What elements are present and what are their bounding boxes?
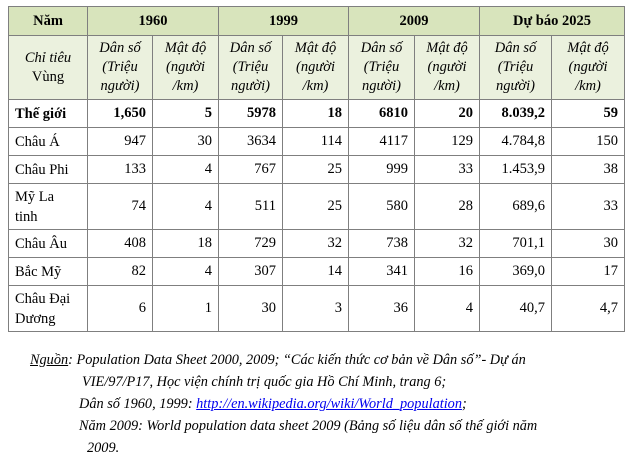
region-name: Bắc Mỹ (8, 257, 88, 286)
year-2009-header: 2009 (348, 6, 480, 36)
density-value: 25 (282, 183, 349, 230)
year-header-row: Năm 1960 1999 2009 Dự báo 2025 (8, 6, 625, 36)
population-value: 738 (348, 229, 415, 258)
region-name: Châu Đại Dương (8, 285, 88, 332)
density-value: 30 (152, 127, 219, 156)
table-row: Châu Á 947 30 3634 114 4117 129 4.784,8 150 (8, 127, 625, 156)
region-name: Thế giới (8, 99, 88, 128)
population-value: 511 (218, 183, 283, 230)
density-value: 28 (414, 183, 480, 230)
density-value: 114 (282, 127, 349, 156)
density-value: 25 (282, 155, 349, 184)
density-value: 33 (551, 183, 625, 230)
population-value: 4.784,8 (479, 127, 552, 156)
source-line-4: Năm 2009: World population data sheet 20… (79, 418, 538, 434)
population-value: 5978 (218, 99, 283, 128)
density-value: 33 (414, 155, 480, 184)
region-name: Châu Phi (8, 155, 88, 184)
population-value: 307 (218, 257, 283, 286)
region-label: Vùng (31, 68, 65, 85)
population-subheader: Dân số (Triệu người) (218, 35, 283, 100)
density-value: 4,7 (551, 285, 625, 332)
source-line-1: Nguồn: Population Data Sheet 2000, 2009;… (30, 352, 526, 368)
table-row: Châu Phi 133 4 767 25 999 33 1.453,9 38 (8, 155, 625, 184)
population-value: 999 (348, 155, 415, 184)
population-subheader: Dân số (Triệu người) (87, 35, 153, 100)
population-table: Năm 1960 1999 2009 Dự báo 2025 Chỉ tiêu … (8, 6, 625, 332)
density-value: 32 (414, 229, 480, 258)
population-value: 74 (87, 183, 153, 230)
population-value: 133 (87, 155, 153, 184)
population-value: 4117 (348, 127, 415, 156)
density-value: 18 (152, 229, 219, 258)
year-column-label: Năm (8, 6, 88, 36)
table-row: Châu Đại Dương 6 1 30 3 36 4 40,7 4,7 (8, 285, 625, 332)
density-subheader: Mật độ (người/km) (551, 35, 625, 100)
indicator-region-label: Chỉ tiêu Vùng (8, 35, 88, 100)
population-value: 580 (348, 183, 415, 230)
density-value: 4 (414, 285, 480, 332)
table-body: Thế giới 1,650 5 5978 18 6810 20 8.039,2 59 Châu … (8, 99, 625, 332)
density-value: 32 (282, 229, 349, 258)
density-value: 18 (282, 99, 349, 128)
density-value: 3 (282, 285, 349, 332)
density-value: 5 (152, 99, 219, 128)
density-value: 30 (551, 229, 625, 258)
density-value: 4 (152, 155, 219, 184)
density-value: 16 (414, 257, 480, 286)
table-row: Bắc Mỹ 82 4 307 14 341 16 369,0 17 (8, 257, 625, 286)
density-value: 14 (282, 257, 349, 286)
density-subheader: Mật độ (người/km) (282, 35, 349, 100)
table-row: Thế giới 1,650 5 5978 18 6810 20 8.039,2 59 (8, 99, 625, 128)
indicator-header-row: Chỉ tiêu Vùng Dân số (Triệu người) Mật độ (n… (8, 35, 625, 100)
region-name: Mỹ La tinh (8, 183, 88, 230)
population-subheader: Dân số (Triệu người) (348, 35, 415, 100)
population-value: 369,0 (479, 257, 552, 286)
density-value: 4 (152, 257, 219, 286)
density-subheader: Mật độ (người/km) (414, 35, 480, 100)
population-value: 1.453,9 (479, 155, 552, 184)
population-value: 689,6 (479, 183, 552, 230)
density-value: 4 (152, 183, 219, 230)
indicator-label: Chỉ tiêu (24, 49, 72, 66)
population-value: 6810 (348, 99, 415, 128)
density-value: 1 (152, 285, 219, 332)
year-2025-forecast-header: Dự báo 2025 (479, 6, 625, 36)
density-value: 150 (551, 127, 625, 156)
population-value: 408 (87, 229, 153, 258)
table-row: Châu Âu 408 18 729 32 738 32 701,1 30 (8, 229, 625, 258)
source-line-5: 2009. (87, 440, 120, 456)
density-value: 129 (414, 127, 480, 156)
population-value: 947 (87, 127, 153, 156)
region-name: Châu Á (8, 127, 88, 156)
population-value: 6 (87, 285, 153, 332)
density-value: 38 (551, 155, 625, 184)
population-value: 30 (218, 285, 283, 332)
density-value: 59 (551, 99, 625, 128)
source-note: Nguồn: Population Data Sheet 2000, 2009;… (30, 349, 630, 459)
population-value: 767 (218, 155, 283, 184)
density-subheader: Mật độ (người/km) (152, 35, 219, 100)
population-value: 40,7 (479, 285, 552, 332)
density-value: 17 (551, 257, 625, 286)
population-value: 1,650 (87, 99, 153, 128)
population-value: 82 (87, 257, 153, 286)
year-1960-header: 1960 (87, 6, 219, 36)
region-name: Châu Âu (8, 229, 88, 258)
population-value: 8.039,2 (479, 99, 552, 128)
source-line-3: Dân số 1960, 1999: http://en.wikipedia.o… (79, 396, 467, 412)
population-value: 701,1 (479, 229, 552, 258)
table-row: Mỹ La tinh 74 4 511 25 580 28 689,6 33 (8, 183, 625, 230)
wikipedia-link[interactable]: http://en.wikipedia.org/wiki/World_popul… (196, 396, 462, 412)
population-value: 729 (218, 229, 283, 258)
year-1999-header: 1999 (218, 6, 349, 36)
population-value: 3634 (218, 127, 283, 156)
population-value: 36 (348, 285, 415, 332)
population-value: 341 (348, 257, 415, 286)
density-value: 20 (414, 99, 480, 128)
source-line-2: VIE/97/P17, Học viện chính trị quốc gia … (82, 374, 447, 390)
source-label: Nguồn (30, 352, 69, 368)
population-subheader: Dân số (Triệu người) (479, 35, 552, 100)
